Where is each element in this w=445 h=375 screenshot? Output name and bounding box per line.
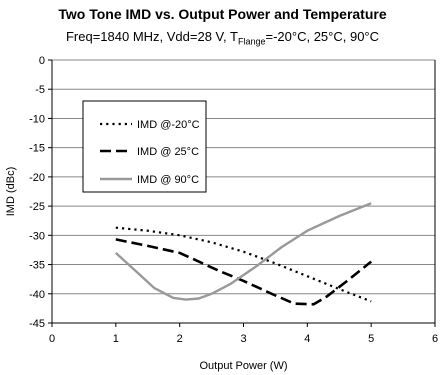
legend-box (82, 100, 207, 193)
subtitle-suffix: =-20°C, 25°C, 90°C (265, 29, 380, 44)
series-line-2 (114, 202, 372, 301)
x-tick-label: 6 (432, 333, 438, 345)
legend-label-0: IMD @-20°C (137, 119, 200, 131)
x-tick-label: 5 (368, 333, 374, 345)
chart-title: Two Tone IMD vs. Output Power and Temper… (58, 6, 387, 22)
y-tick-label: 0 (39, 55, 45, 67)
legend: IMD @-20°C IMD @ 25°C IMD @ 90°C (82, 100, 207, 193)
x-axis-label: Output Power (W) (199, 360, 287, 372)
y-tick-label: -30 (29, 230, 45, 242)
y-tick-label: -25 (29, 201, 45, 213)
y-tick-label: -45 (29, 318, 45, 330)
x-tick-label: 1 (113, 333, 119, 345)
subtitle-prefix: Freq=1840 MHz, Vdd=28 V, T (65, 29, 238, 44)
y-tick-label: -40 (29, 289, 45, 301)
y-tick-label: -20 (29, 172, 45, 184)
x-tick-label: 3 (240, 333, 246, 345)
axes: 0 -5 -10 -15 -20 -25 -30 -35 -40 -45 0 1 2 3 4 5 6 Output… (5, 55, 438, 372)
subtitle-subscript: Flange (237, 36, 266, 47)
series-layer (114, 202, 373, 306)
chart-subtitle: Freq=1840 MHz, Vdd=28 V, TFlange=-20°C, … (0, 29, 445, 47)
x-tick-label: 4 (304, 333, 310, 345)
legend-label-1: IMD @ 25°C (137, 146, 199, 158)
y-tick-label: -35 (29, 260, 45, 272)
y-tick-label: -5 (35, 84, 45, 96)
series-line-0 (115, 226, 372, 303)
x-tick-label: 2 (177, 333, 183, 345)
series-line-1 (115, 238, 373, 306)
legend-label-2: IMD @ 90°C (137, 174, 199, 186)
y-tick-label: -10 (29, 113, 45, 125)
y-axis-label: IMD (dBc) (5, 167, 17, 217)
y-tick-label: -15 (29, 143, 45, 155)
grid (52, 59, 435, 295)
x-tick-label: 0 (49, 333, 55, 345)
